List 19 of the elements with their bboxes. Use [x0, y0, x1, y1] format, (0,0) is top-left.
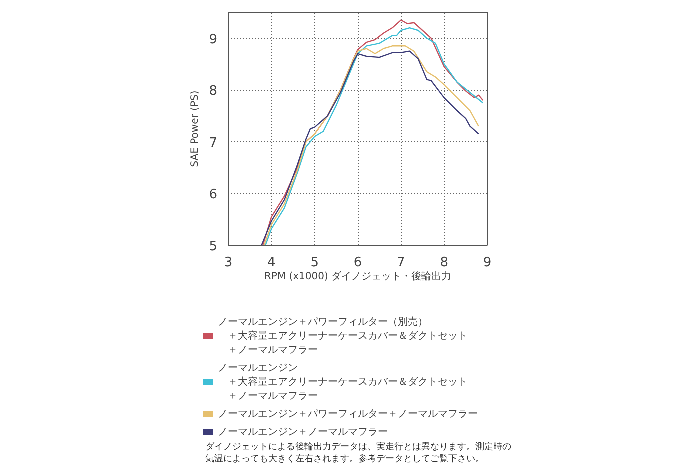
text: ダイノジェットによる後輪出力データは、実走行とは異なります。測定時の気温によっても大きく左右されます。参考データとしてご覧下さい。 [206, 442, 512, 464]
x-tick-label: 9 [483, 256, 492, 270]
x-tick-label: 4 [268, 256, 276, 270]
y-tick-label: 9 [209, 32, 218, 48]
x-tick-label: 5 [310, 256, 319, 270]
x-axis-title: RPM (x1000) ダイノジェット・後輪出力 [264, 270, 452, 282]
y-tick-label: 8 [209, 84, 218, 100]
x-tick-label: 3 [224, 256, 233, 270]
x-tick-label: 7 [397, 256, 406, 270]
legend-label: ノーマルエンジン＋ノーマルマフラー [218, 426, 388, 439]
y-tick-label: 5 [209, 240, 218, 254]
x-tick-label: 8 [440, 256, 448, 270]
y-tick-label: 7 [209, 136, 218, 151]
y-tick-label: 6 [209, 188, 218, 203]
legend-label: ノーマルエンジン＋大容量エアクリーナーケースカバー＆ダクトセット＋ノーマルマフラー [218, 362, 468, 403]
legend-label: ノーマルエンジン＋パワーフィルター＋ノーマルマフラー [218, 408, 478, 421]
x-tick-label: 6 [354, 256, 362, 270]
y-axis-title: SAE Power (PS) [190, 90, 202, 168]
legend-label: ノーマルエンジン＋パワーフィルター（別売）＋大容量エアクリーナーケースカバー＆ダクトセット＋ノーマルマフラー [218, 316, 468, 357]
